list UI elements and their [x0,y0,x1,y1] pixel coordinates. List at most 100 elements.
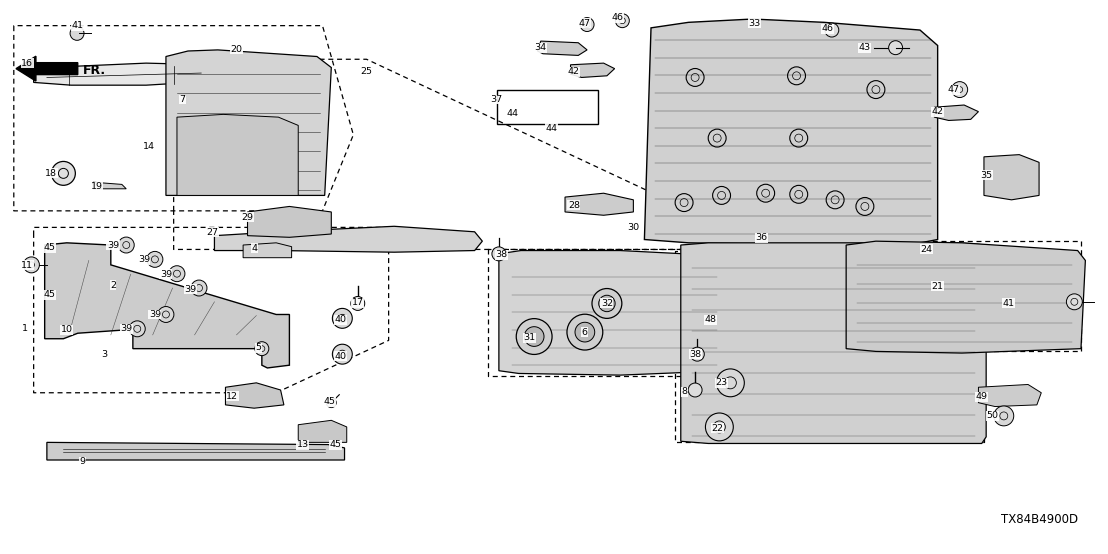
Text: 22: 22 [711,424,724,433]
Text: 19: 19 [91,182,102,191]
Text: 40: 40 [335,352,346,361]
Text: 45: 45 [330,440,341,449]
Text: 34: 34 [535,43,547,52]
Polygon shape [978,384,1042,407]
Circle shape [717,369,745,397]
Text: 39: 39 [107,240,119,249]
Polygon shape [243,243,291,258]
Text: 46: 46 [612,13,624,22]
Text: 11: 11 [21,261,33,270]
Circle shape [567,314,603,350]
Text: 3: 3 [101,350,107,358]
Text: 38: 38 [495,250,507,259]
Text: 45: 45 [43,243,55,252]
Text: 8: 8 [681,387,687,396]
Text: 33: 33 [749,19,761,28]
Text: 9: 9 [79,457,85,466]
Text: 6: 6 [582,327,588,337]
Circle shape [327,398,337,408]
Polygon shape [166,50,331,196]
Circle shape [575,322,595,342]
Polygon shape [33,63,219,85]
Circle shape [255,342,269,356]
Circle shape [119,237,134,253]
Text: 31: 31 [524,333,536,342]
Text: 41: 41 [1003,299,1014,308]
Text: 4: 4 [252,244,257,253]
Text: 1: 1 [22,324,28,334]
Circle shape [824,23,839,37]
Text: 39: 39 [160,270,172,279]
Polygon shape [47,442,345,460]
Polygon shape [984,155,1039,200]
Polygon shape [934,105,978,120]
Text: 50: 50 [987,412,998,420]
Bar [496,90,598,124]
Circle shape [889,41,903,55]
Circle shape [1066,294,1083,310]
Polygon shape [537,41,587,55]
Text: 41: 41 [72,21,84,30]
Polygon shape [215,226,482,252]
Text: 44: 44 [546,124,557,132]
Text: 30: 30 [627,223,639,232]
Circle shape [592,289,622,319]
Polygon shape [298,420,347,442]
Polygon shape [225,383,284,408]
Text: 35: 35 [981,171,993,179]
Polygon shape [247,207,331,237]
Text: 47: 47 [578,19,591,28]
Text: 10: 10 [61,325,73,335]
Text: 5: 5 [256,343,261,352]
Circle shape [23,257,40,273]
Text: 32: 32 [601,299,613,308]
Text: 29: 29 [242,213,254,222]
Text: 43: 43 [859,43,871,52]
Text: 39: 39 [184,285,196,294]
Text: 23: 23 [716,378,728,387]
Text: 49: 49 [976,392,987,401]
Circle shape [492,247,506,261]
Text: 20: 20 [230,45,243,54]
Text: 17: 17 [351,299,363,307]
Circle shape [598,295,615,312]
Circle shape [615,14,629,28]
Circle shape [147,252,163,268]
Text: 16: 16 [21,59,33,68]
Text: 21: 21 [932,282,944,291]
Text: 36: 36 [756,233,768,242]
Polygon shape [93,182,126,189]
Polygon shape [177,114,298,196]
Text: 45: 45 [43,290,55,299]
Circle shape [191,280,207,296]
Circle shape [158,306,174,322]
Polygon shape [847,241,1086,353]
Circle shape [516,319,552,355]
Text: 39: 39 [120,324,132,334]
Text: 7: 7 [179,95,185,104]
Polygon shape [680,243,986,443]
Text: 24: 24 [921,245,933,254]
Circle shape [994,406,1014,426]
Text: 39: 39 [148,310,161,319]
Text: 44: 44 [506,109,519,119]
Circle shape [688,383,702,397]
Text: 25: 25 [360,68,372,76]
Circle shape [130,321,145,337]
Text: 47: 47 [947,85,960,94]
Polygon shape [499,250,728,375]
Circle shape [706,413,733,441]
Circle shape [70,27,84,40]
Text: 38: 38 [689,350,701,358]
Text: 2: 2 [110,281,116,290]
Polygon shape [44,243,289,368]
Text: 37: 37 [491,95,503,104]
Circle shape [524,327,544,346]
Circle shape [170,266,185,281]
Text: FR.: FR. [83,64,106,77]
Text: 42: 42 [567,68,579,76]
Text: 46: 46 [821,24,833,33]
Text: 27: 27 [206,228,218,237]
FancyArrow shape [16,56,78,81]
Circle shape [690,347,705,361]
